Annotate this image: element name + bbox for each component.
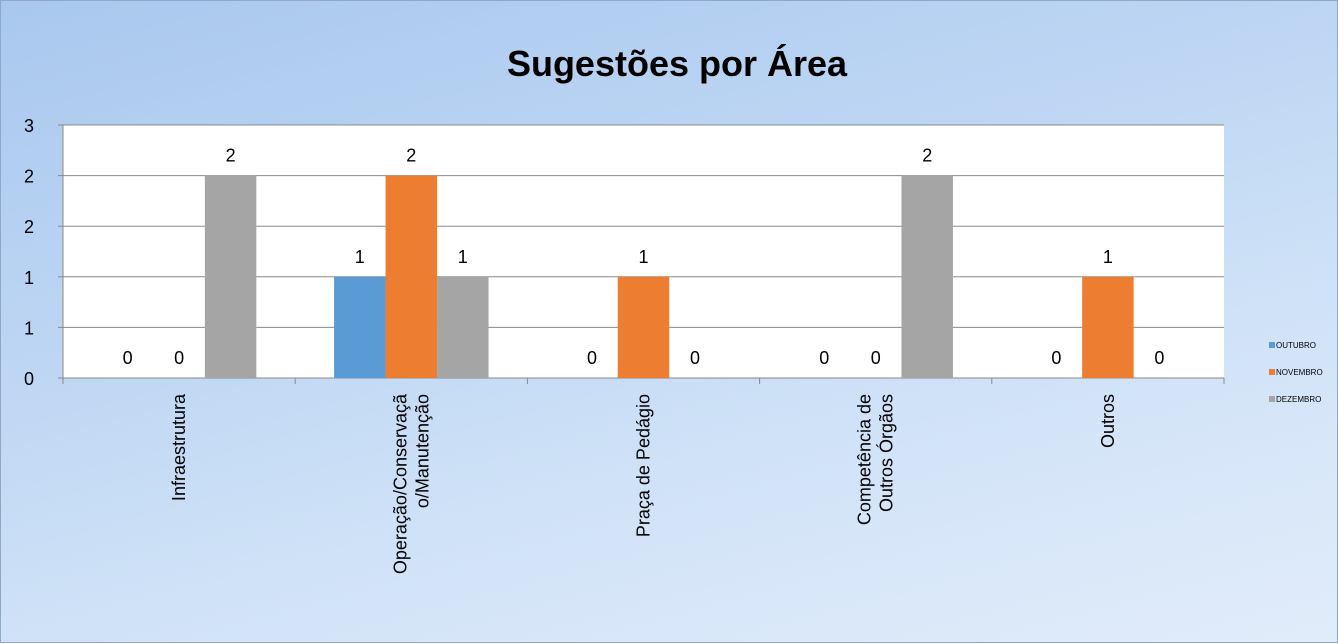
legend-label: DEZEMBRO: [1276, 395, 1321, 404]
data-label: 1: [1103, 247, 1113, 267]
category-label-line: Outros Órgãos: [876, 394, 897, 512]
data-label: 0: [1051, 348, 1061, 368]
data-label: 0: [871, 348, 881, 368]
bars: [204, 175, 1134, 378]
bar-novembro: [617, 276, 670, 378]
data-label: 0: [819, 348, 829, 368]
category-label: Operação/Conservaçã o/Manutenção: [390, 393, 432, 574]
y-tick-label: 0: [24, 369, 34, 389]
data-label: 0: [174, 348, 184, 368]
data-label: 1: [638, 247, 648, 267]
bar-outubro: [334, 276, 386, 378]
legend-label: OUTUBRO: [1276, 341, 1316, 350]
bar-novembro: [1082, 276, 1134, 378]
bar-dezembro: [437, 276, 489, 378]
data-label: 1: [458, 247, 468, 267]
y-tick-label: 1: [24, 268, 34, 288]
category-label: Competência de Outros Órgãos: [855, 394, 897, 525]
y-tick-label: 2: [24, 217, 34, 237]
category-label-line: Praça de Pedágio: [634, 394, 654, 537]
data-label: 0: [123, 348, 133, 368]
legend-swatch: [1269, 342, 1275, 348]
y-tick-label: 2: [24, 167, 34, 187]
data-label: 2: [922, 146, 932, 166]
y-tick-label: 3: [24, 116, 34, 136]
bar-dezembro: [901, 175, 953, 378]
chart-title: Sugestões por Área: [507, 43, 848, 84]
bar-novembro: [385, 175, 438, 378]
legend-label: NOVEMBRO: [1276, 368, 1323, 377]
y-tick-label: 1: [24, 318, 34, 338]
legend-swatch: [1269, 369, 1275, 375]
category-label: Praça de Pedágio: [634, 394, 654, 537]
legend: OUTUBRO NOVEMBRO DEZEMBRO: [1269, 341, 1323, 404]
data-label: 2: [406, 146, 416, 166]
category-label-line: Operação/Conservaçã: [390, 393, 410, 574]
data-label: 0: [690, 348, 700, 368]
bar-dezembro: [204, 175, 257, 378]
data-labels: 0 0 2 1 2 1 0 1 0 0 0 2 0 1 0: [123, 146, 1165, 368]
data-label: 0: [587, 348, 597, 368]
category-label-line: Outros: [1098, 394, 1118, 448]
category-label-line: Competência de: [855, 394, 875, 525]
category-label: Outros: [1098, 394, 1118, 448]
category-labels: Infraestrutura Operação/Conservaçã o/Manut…: [169, 393, 1118, 574]
legend-swatch: [1269, 396, 1275, 402]
data-label: 0: [1154, 348, 1164, 368]
category-label-line: o/Manutenção: [412, 394, 432, 508]
category-label: Infraestrutura: [169, 393, 189, 501]
data-label: 1: [355, 247, 365, 267]
category-label-line: Infraestrutura: [169, 393, 189, 501]
data-label: 2: [226, 146, 236, 166]
